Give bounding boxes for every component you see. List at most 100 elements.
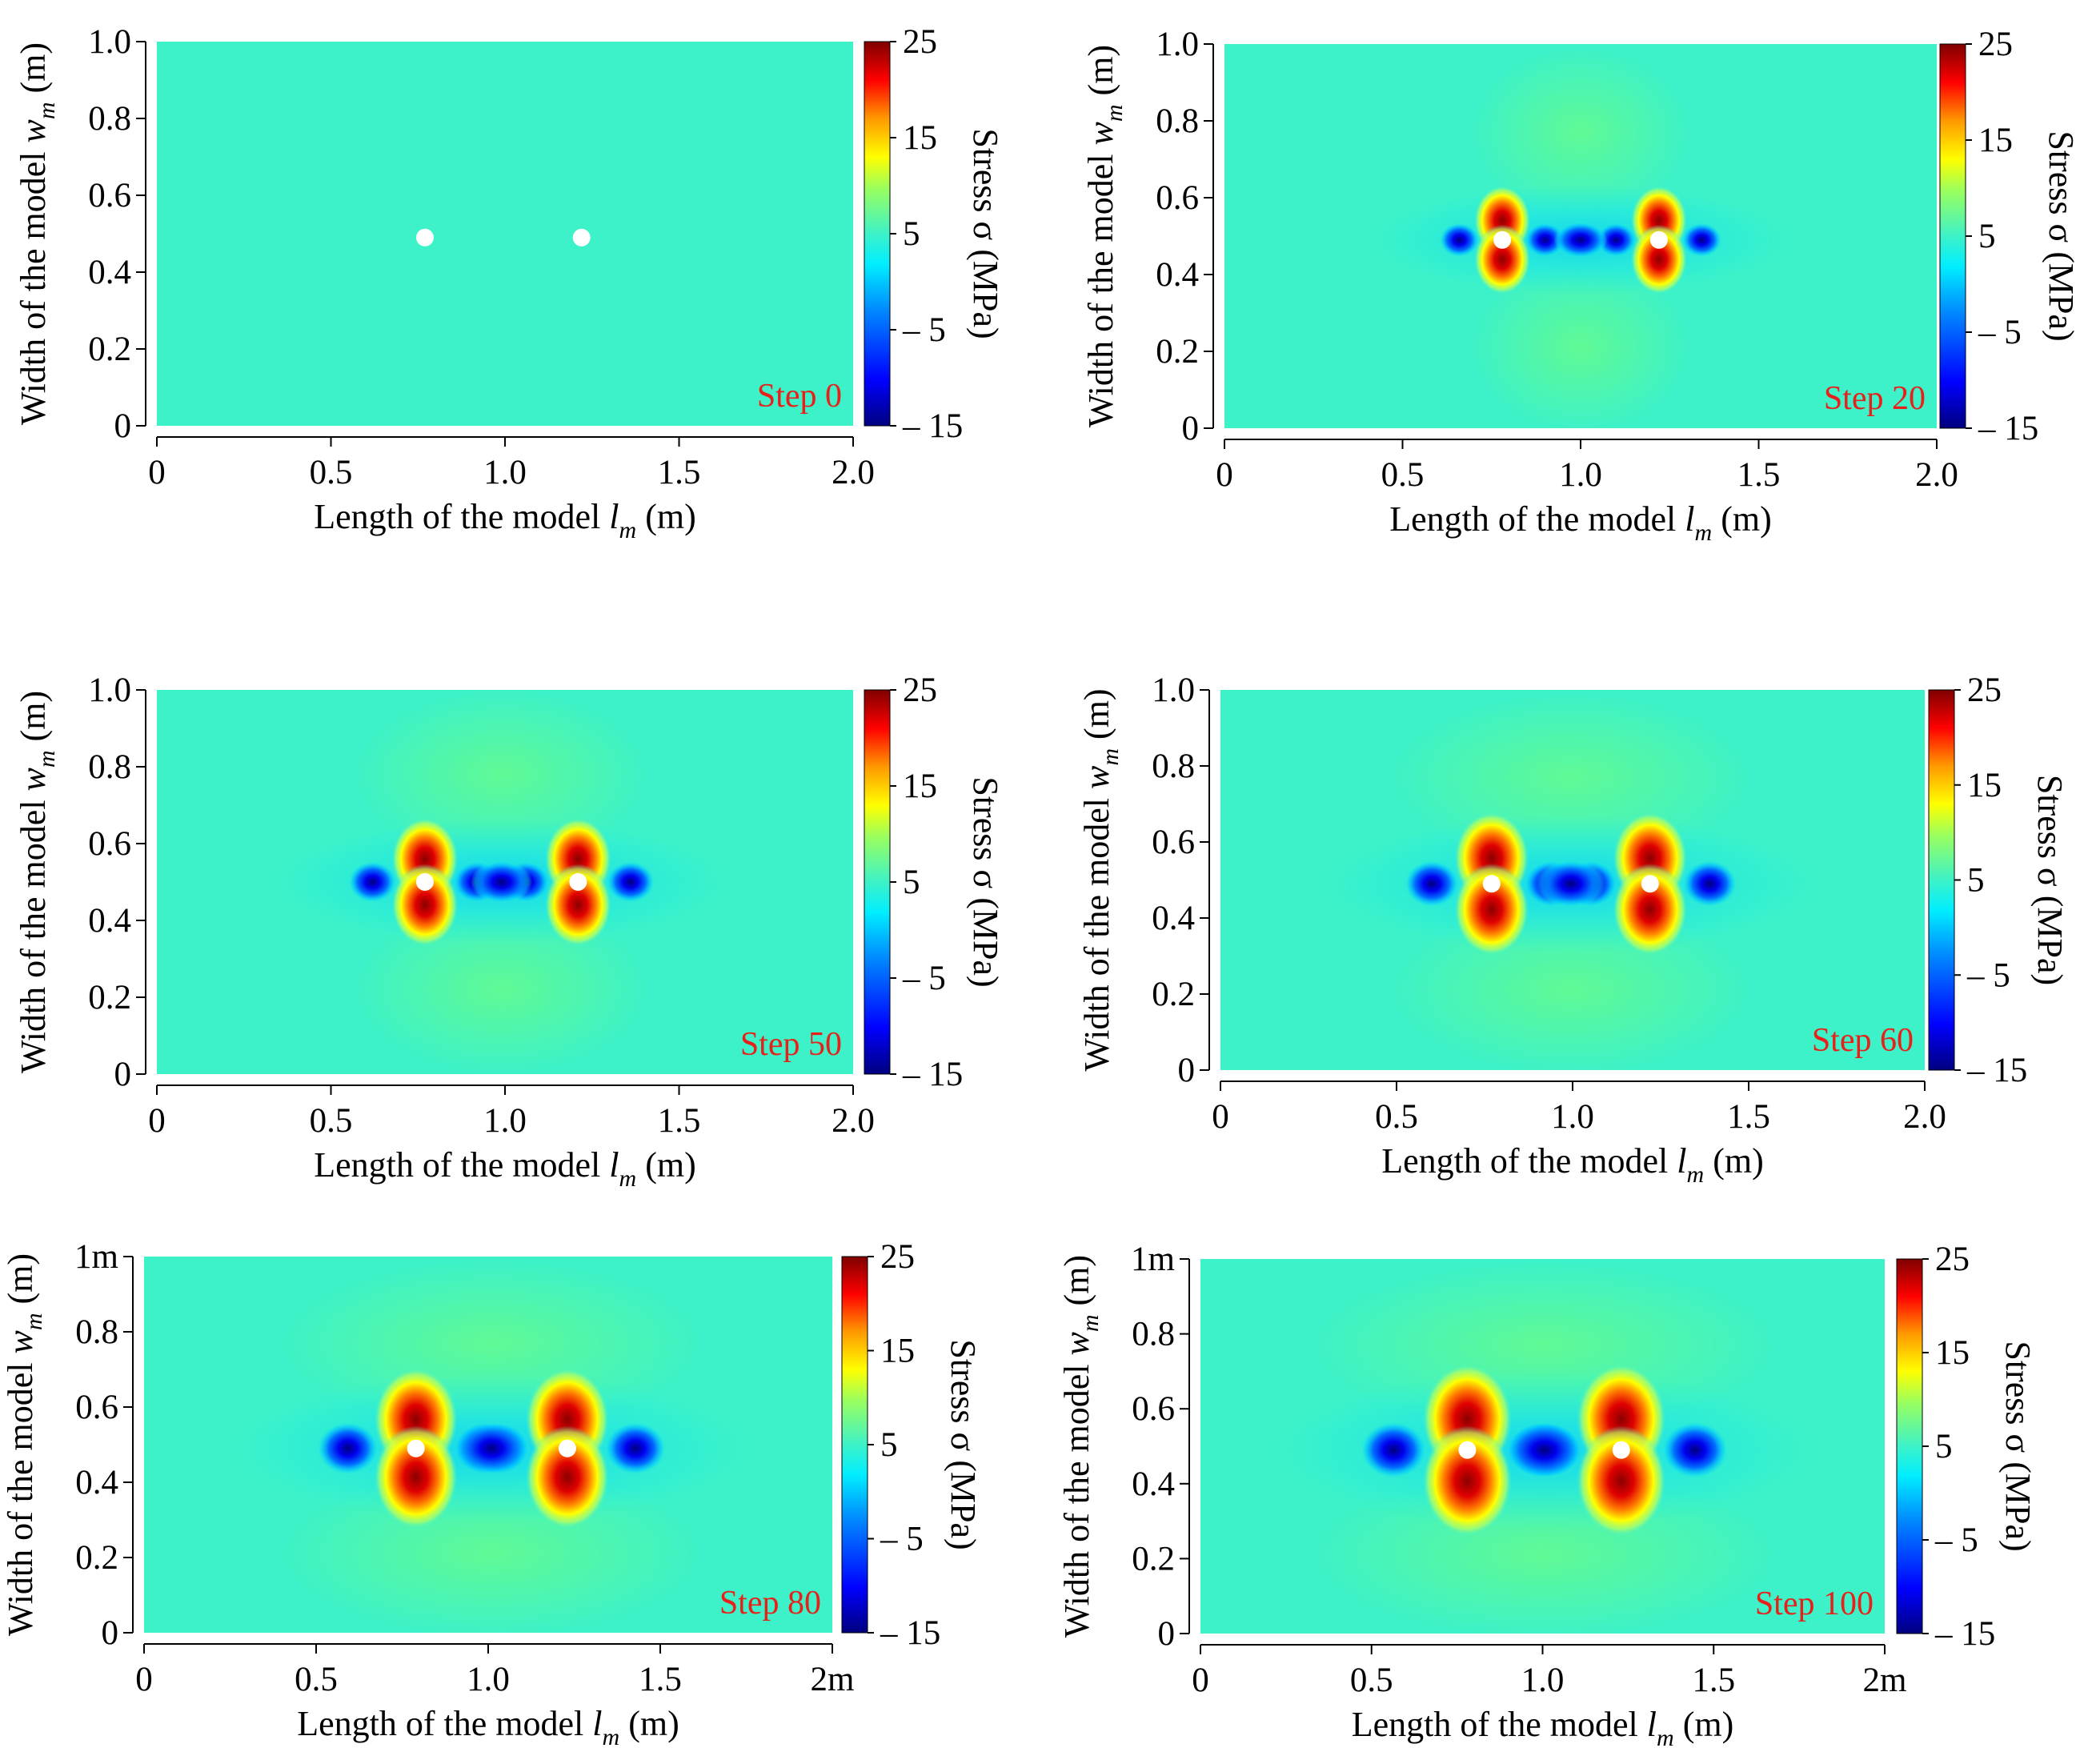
colorbar-tick-label: – 15 — [902, 1056, 963, 1093]
borehole-marker — [1458, 1441, 1477, 1459]
tension-zone — [391, 864, 459, 947]
y-axis-label: Width of the model wm (m) — [14, 42, 60, 425]
y-tick-label: 1m — [74, 1238, 118, 1276]
colorbar-tick-label: – 15 — [1934, 1615, 1995, 1653]
borehole-marker — [1482, 875, 1501, 893]
y-tick-label: 0.6 — [1132, 1390, 1175, 1428]
x-tick-label: 0.5 — [1381, 456, 1425, 494]
y-tick-label: 0.6 — [88, 177, 131, 214]
x-tick-label: 1.5 — [658, 1102, 701, 1140]
x-axis-label: Length of the model lm (m) — [1352, 1705, 1733, 1751]
x-axis-label: Length of the model lm (m) — [314, 497, 695, 543]
stress-panel-1: 0 0.2 0.4 0.6 0.8 1.0 0 0.5 1.0 1.5 2.0 Length of t… — [14, 23, 1005, 543]
colorbar — [1939, 43, 1966, 429]
stress-zone — [1471, 263, 1690, 428]
x-tick-label: 1.5 — [1737, 456, 1781, 494]
colorbar-tick-label: 15 — [1935, 1334, 1970, 1372]
stress-panel-5: 0 0.2 0.4 0.6 0.8 1m 0 0.5 1.0 1.5 2m Length of the… — [1, 1238, 983, 1750]
x-tick-label: 1.0 — [1559, 456, 1602, 494]
y-tick-label: 1.0 — [1152, 672, 1195, 709]
compression-zone — [1439, 223, 1481, 258]
colorbar — [841, 1256, 868, 1634]
step-label: Step 100 — [1755, 1586, 1874, 1622]
x-tick-label: 0 — [135, 1661, 153, 1698]
colorbar-tick-label: 15 — [903, 768, 937, 805]
colorbar-tick-label: 15 — [880, 1333, 915, 1370]
colorbar-tick-label: 5 — [880, 1426, 898, 1464]
tension-zone — [1422, 1425, 1513, 1537]
y-tick-label: 0 — [1178, 1052, 1196, 1089]
compression-zone — [1360, 1421, 1428, 1479]
step-label: Step 50 — [740, 1026, 842, 1063]
y-tick-label: 0.2 — [1132, 1540, 1175, 1578]
compression-zone — [1504, 1421, 1585, 1479]
step-label: Step 20 — [1824, 380, 1926, 417]
colorbar-tick-label: – 5 — [902, 960, 946, 997]
colorbar — [864, 689, 891, 1075]
compression-zone — [1681, 860, 1737, 908]
colorbar-tick-label: 5 — [1967, 862, 1985, 900]
colorbar-tick-label: 25 — [903, 23, 937, 61]
stress-field — [1366, 47, 1795, 428]
borehole-marker — [407, 1439, 425, 1457]
compression-zone — [1404, 860, 1460, 908]
stress-field — [228, 1260, 755, 1633]
tension-zone — [1613, 864, 1688, 956]
x-axis-label: Length of the model lm (m) — [1381, 1141, 1763, 1188]
stress-panel-3: 0 0.2 0.4 0.6 0.8 1.0 0 0.5 1.0 1.5 2.0 Length of t… — [14, 672, 1005, 1192]
compression-zone — [316, 1421, 379, 1476]
colorbar-tick-label: 15 — [903, 119, 937, 157]
colorbar-tick-label: – 15 — [880, 1614, 940, 1652]
y-tick-label: 0.2 — [1156, 333, 1199, 371]
colorbar-tick-label: 5 — [903, 864, 920, 901]
x-tick-label: 2m — [811, 1661, 855, 1698]
y-tick-label: 0.4 — [88, 254, 131, 291]
stress-field-background — [157, 42, 853, 426]
y-tick-label: 1.0 — [88, 672, 131, 709]
colorbar-tick-label: – 5 — [1966, 956, 2010, 994]
x-tick-label: 0 — [148, 454, 166, 491]
colorbar-tick-label: 5 — [1935, 1428, 1953, 1465]
x-tick-label: 1.0 — [1551, 1098, 1594, 1136]
colorbar-tick-label: – 5 — [880, 1521, 924, 1558]
borehole-marker — [415, 873, 434, 891]
x-tick-label: 1.0 — [1521, 1662, 1565, 1699]
compression-zone — [1681, 223, 1722, 258]
colorbar-tick-label: 15 — [1978, 122, 2013, 159]
colorbar — [1896, 1258, 1923, 1634]
tension-zone — [544, 864, 611, 947]
y-tick-label: 1m — [1131, 1241, 1175, 1278]
y-tick-label: 0.4 — [1152, 900, 1195, 937]
y-axis-label: Width of the model wm (m) — [14, 691, 60, 1073]
stress-zone — [355, 904, 649, 1074]
colorbar — [1928, 689, 1955, 1071]
y-tick-label: 0 — [114, 1056, 132, 1093]
colorbar-tick-label: – 15 — [1966, 1052, 2027, 1089]
tension-zone — [1576, 1425, 1666, 1537]
y-tick-label: 0.6 — [1156, 179, 1199, 217]
stress-panel-4: 0 0.2 0.4 0.6 0.8 1.0 0 0.5 1.0 1.5 2.0 Length of t… — [1077, 672, 2070, 1188]
colorbar-tick-label: – 15 — [902, 407, 963, 445]
borehole-marker — [558, 1439, 576, 1457]
compression-zone — [454, 1421, 530, 1476]
y-tick-label: 0.2 — [75, 1539, 118, 1577]
colorbar-tick-label: 25 — [1935, 1241, 1970, 1278]
tension-zone — [374, 1425, 458, 1529]
x-tick-label: 1.5 — [1692, 1662, 1735, 1699]
x-tick-label: 0.5 — [295, 1661, 338, 1698]
colorbar-tick-label: 25 — [903, 672, 937, 709]
y-tick-label: 0.2 — [88, 331, 131, 368]
compression-zone — [1537, 860, 1605, 908]
x-axis-label: Length of the model lm (m) — [314, 1145, 695, 1192]
y-axis-label: Width of the model wm (m) — [1057, 1255, 1104, 1638]
colorbar-label: Stress σ (MPa) — [2030, 775, 2070, 985]
y-tick-label: 0.6 — [1152, 824, 1195, 861]
borehole-marker — [569, 873, 587, 891]
stress-field — [271, 690, 733, 1074]
y-axis-label: Width of the model wm (m) — [1081, 45, 1128, 427]
colorbar-label: Stress σ (MPa) — [966, 776, 1005, 987]
colorbar-label: Stress σ (MPa) — [966, 128, 1005, 339]
stress-panel-6: 0 0.2 0.4 0.6 0.8 1m 0 0.5 1.0 1.5 2m Length of the… — [1057, 1241, 2038, 1751]
colorbar-label: Stress σ (MPa) — [1998, 1341, 2038, 1551]
